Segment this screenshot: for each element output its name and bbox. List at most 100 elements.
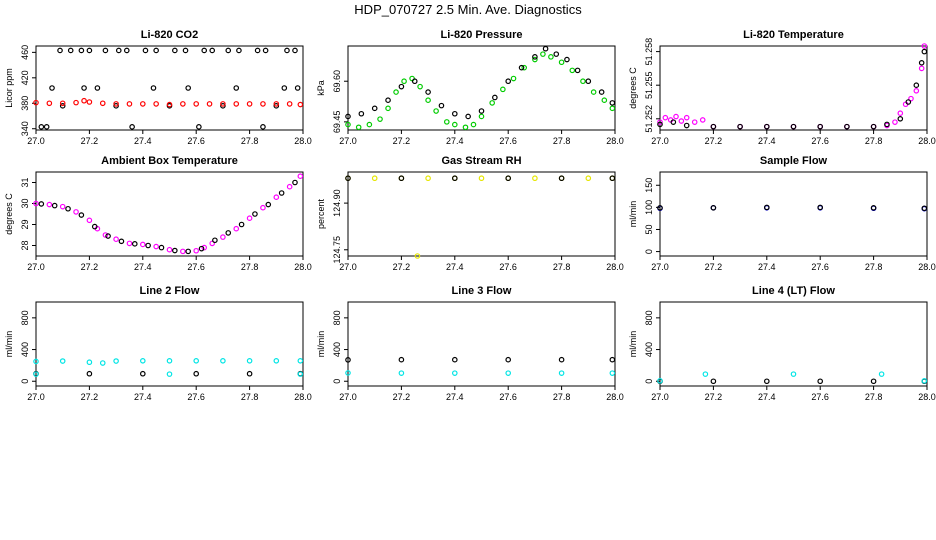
data-point <box>102 47 109 54</box>
x-tick-label: 27.6 <box>811 136 829 146</box>
chart-panel-3: Li-820 Temperature degrees C 27.0 27.2 27.4 2… <box>628 29 936 146</box>
y-axis-label: degrees C <box>4 193 14 235</box>
chart-panel-1: Li-820 CO2 Licor ppm 27.0 27.2 27.4 27.6 27.8 2… <box>4 29 312 146</box>
data-point <box>126 240 133 247</box>
data-point <box>673 113 679 120</box>
data-point <box>145 242 151 249</box>
y-tick-label: 28 <box>20 240 30 250</box>
data-point <box>273 194 280 201</box>
data-point <box>699 117 706 123</box>
data-point <box>105 233 111 239</box>
x-tick-label: 27.6 <box>499 262 517 272</box>
data-point <box>737 123 743 130</box>
x-tick-label: 27.2 <box>393 392 411 402</box>
x-tick-label: 28.0 <box>294 262 312 272</box>
data-point <box>470 121 477 128</box>
x-tick-label: 27.0 <box>651 392 669 402</box>
plot-frame <box>347 171 616 257</box>
data-point <box>260 124 266 130</box>
x-tick-label: 28.0 <box>918 262 936 272</box>
data-point <box>411 78 418 85</box>
data-point <box>790 123 797 130</box>
data-point <box>297 101 304 108</box>
data-point <box>817 123 824 130</box>
data-point <box>140 370 146 377</box>
x-tick-label: 27.2 <box>393 136 411 146</box>
data-point <box>286 101 293 107</box>
data-point <box>505 356 512 363</box>
x-tick-label: 27.8 <box>553 262 571 272</box>
x-tick-label: 27.2 <box>705 262 723 272</box>
data-point <box>678 118 685 124</box>
y-tick-label: 150 <box>644 178 654 193</box>
data-point <box>345 370 351 376</box>
data-point <box>284 47 290 54</box>
data-point <box>601 97 608 103</box>
data-point <box>558 370 565 376</box>
x-tick-label: 27.6 <box>187 262 205 272</box>
data-point <box>281 85 288 91</box>
series-black <box>345 45 616 120</box>
series-black <box>345 356 616 363</box>
y-tick-label: 0 <box>20 379 30 384</box>
data-point <box>113 358 119 364</box>
panel-title: Line 3 Flow <box>452 285 512 297</box>
data-point <box>385 97 391 103</box>
data-point <box>182 47 189 54</box>
data-point <box>414 253 421 259</box>
panel-title: Sample Flow <box>760 155 828 167</box>
data-point <box>265 201 272 208</box>
data-point <box>33 99 39 106</box>
data-point <box>246 215 253 222</box>
x-tick-label: 28.0 <box>606 136 624 146</box>
data-point <box>510 75 517 82</box>
data-point <box>193 357 200 364</box>
data-point <box>209 240 216 247</box>
data-point <box>492 94 498 101</box>
plot-frame <box>347 45 616 131</box>
data-point <box>65 205 71 212</box>
data-point <box>532 175 538 182</box>
y-tick-label: 124.75 <box>332 236 342 264</box>
data-point <box>425 97 431 103</box>
data-point <box>505 175 512 182</box>
data-point <box>246 370 253 377</box>
data-point <box>438 102 445 109</box>
data-point <box>921 205 928 212</box>
x-tick-label: 27.4 <box>134 136 152 146</box>
data-point <box>86 47 93 54</box>
panel-title: Li-820 Pressure <box>441 29 523 41</box>
data-point <box>172 247 178 254</box>
data-point <box>166 357 173 364</box>
data-point <box>542 45 549 52</box>
series-cyan <box>33 357 304 366</box>
data-point <box>505 78 512 85</box>
y-tick-label: 400 <box>332 342 342 357</box>
plot-frame <box>659 301 928 387</box>
data-point <box>371 105 378 112</box>
data-point <box>817 378 824 385</box>
chart-panel-5: Gas Stream RH percent 27.0 27.2 27.4 27.6 27.8… <box>316 155 624 272</box>
data-point <box>166 101 173 108</box>
data-point <box>844 123 850 130</box>
data-point <box>57 47 63 54</box>
x-tick-label: 27.4 <box>446 262 464 272</box>
data-point <box>273 101 280 107</box>
data-point <box>166 246 173 253</box>
data-point <box>451 175 458 182</box>
data-point <box>51 202 58 209</box>
data-point <box>94 85 101 91</box>
data-point <box>710 205 717 211</box>
panel-title: Li-820 Temperature <box>743 29 844 41</box>
x-tick-label: 27.6 <box>187 392 205 402</box>
y-tick-label: 100 <box>644 200 654 215</box>
data-point <box>532 54 538 60</box>
data-point <box>59 358 66 364</box>
data-point <box>140 241 146 248</box>
y-tick-label: 29 <box>20 219 30 229</box>
data-point <box>398 356 405 363</box>
data-point <box>260 101 266 107</box>
data-point <box>233 225 240 232</box>
data-point <box>59 103 66 109</box>
